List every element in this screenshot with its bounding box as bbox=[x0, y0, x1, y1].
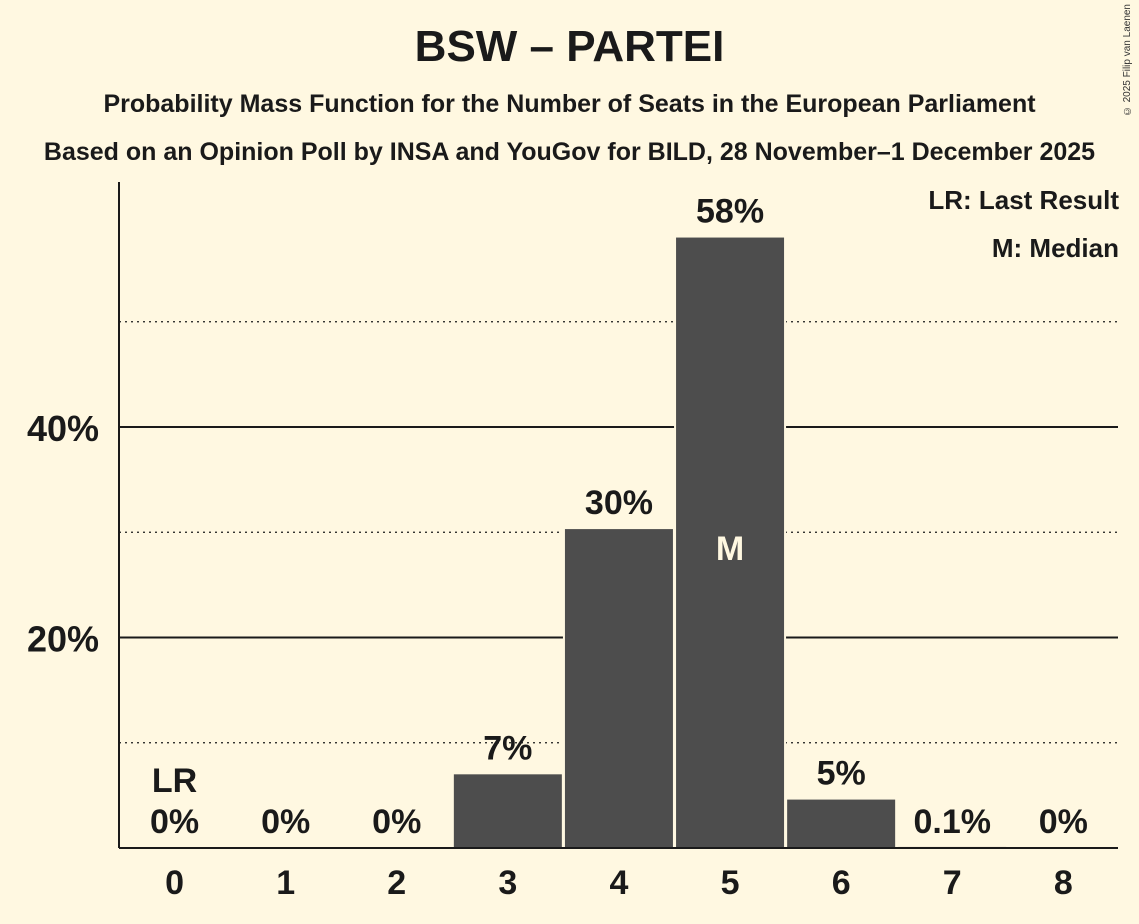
value-label-7: 0.1% bbox=[914, 803, 992, 841]
median-marker: M bbox=[716, 530, 744, 568]
value-label-1: 0% bbox=[261, 803, 310, 841]
last-result-marker: LR bbox=[152, 762, 197, 800]
value-label-6: 5% bbox=[817, 755, 866, 793]
bar-6 bbox=[787, 799, 896, 848]
bar-gap-7 bbox=[896, 844, 1009, 848]
x-tick-label-3: 3 bbox=[498, 864, 517, 902]
chart-title: BSW – PARTEI bbox=[414, 22, 725, 71]
bar-4 bbox=[564, 529, 673, 848]
y-tick-label-40: 40% bbox=[27, 408, 99, 449]
value-label-3: 7% bbox=[483, 729, 532, 767]
value-label-5: 58% bbox=[696, 193, 764, 231]
x-tick-label-1: 1 bbox=[276, 864, 295, 902]
x-tick-label-4: 4 bbox=[609, 864, 628, 902]
bar-3 bbox=[453, 774, 562, 848]
x-tick-label-7: 7 bbox=[943, 864, 962, 902]
bar-5 bbox=[676, 237, 785, 849]
chart-source: Based on an Opinion Poll by INSA and You… bbox=[43, 138, 1096, 166]
y-tick-label-20: 20% bbox=[27, 619, 99, 660]
x-tick-label-2: 2 bbox=[387, 864, 406, 902]
value-label-8: 0% bbox=[1039, 803, 1088, 841]
legend-last-result: LR: Last Result bbox=[928, 185, 1119, 215]
x-tick-label-6: 6 bbox=[832, 864, 851, 902]
x-tick-label-8: 8 bbox=[1054, 864, 1073, 902]
x-tick-label-5: 5 bbox=[721, 864, 740, 902]
legend-median: M: Median bbox=[991, 233, 1119, 263]
value-label-2: 0% bbox=[372, 803, 421, 841]
value-label-0: 0% bbox=[150, 803, 199, 841]
x-tick-label-0: 0 bbox=[165, 864, 184, 902]
value-label-4: 30% bbox=[585, 484, 653, 522]
chart-subtitle: Probability Mass Function for the Number… bbox=[103, 90, 1036, 118]
